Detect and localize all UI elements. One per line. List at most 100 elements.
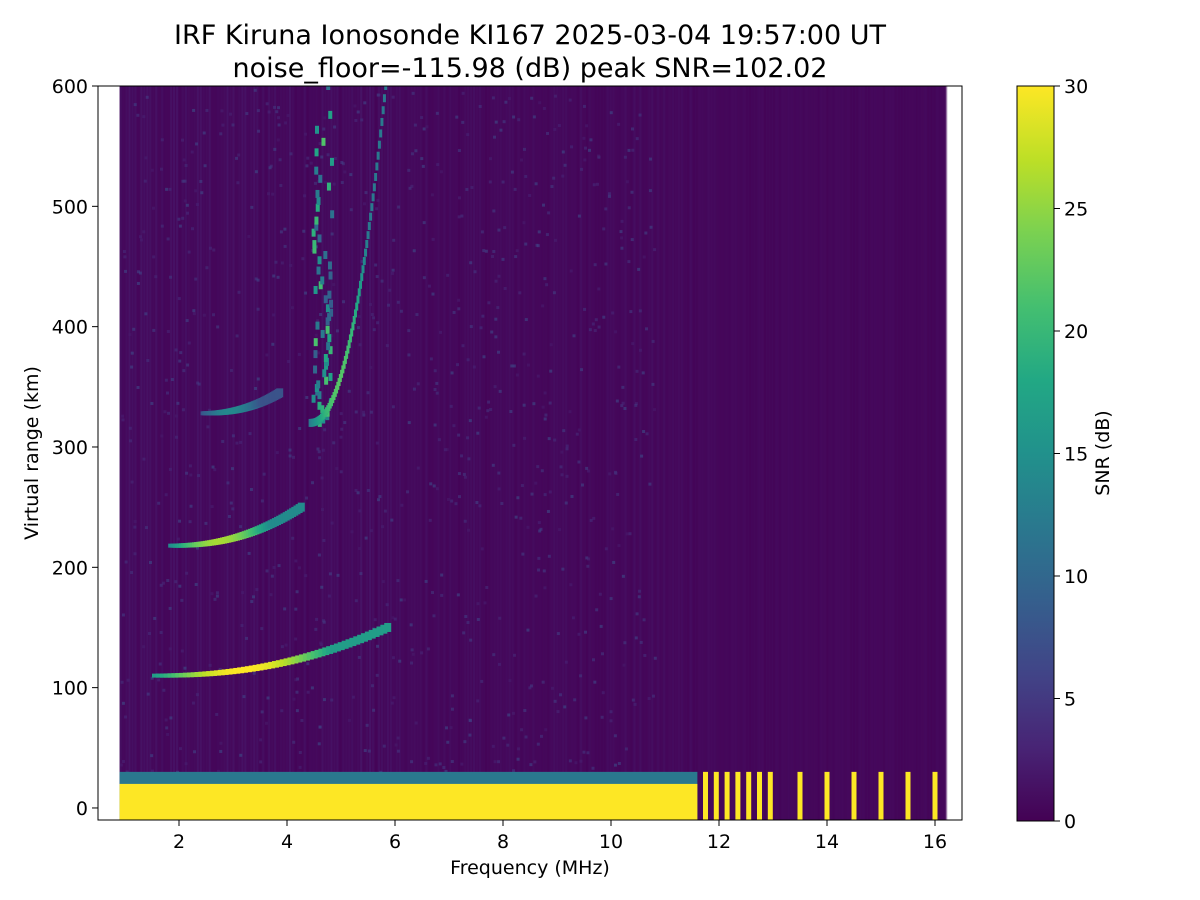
noise-speck [614, 330, 618, 334]
noise-speck [491, 96, 495, 100]
noise-speck [227, 514, 231, 518]
noise-speck [446, 273, 450, 277]
noise-speck [339, 412, 343, 416]
noise-speck [245, 636, 249, 640]
noise-speck [526, 525, 530, 529]
noise-column [452, 86, 455, 820]
noise-speck [593, 680, 597, 684]
noise-speck [314, 333, 318, 337]
trace-cell [374, 172, 378, 181]
noise-speck [543, 391, 547, 395]
noise-speck [323, 428, 327, 432]
noise-column [208, 86, 211, 820]
noise-speck [199, 179, 203, 183]
noise-speck [538, 529, 542, 533]
noise-column [764, 86, 767, 820]
noise-speck [449, 404, 453, 408]
noise-speck [191, 227, 195, 231]
noise-speck [514, 255, 518, 259]
noise-column [761, 86, 764, 820]
noise-column [862, 86, 865, 820]
noise-column [630, 86, 633, 820]
trace-cell [315, 203, 320, 212]
noise-speck [304, 132, 308, 136]
noise-column [894, 86, 897, 820]
noise-speck [178, 359, 182, 363]
noise-speck [609, 597, 613, 601]
noise-speck [583, 307, 587, 311]
noise-column [808, 86, 811, 820]
noise-speck [229, 501, 233, 505]
noise-column [835, 86, 838, 820]
noise-speck [634, 438, 638, 442]
noise-speck [294, 678, 298, 682]
noise-column [333, 86, 336, 820]
noise-speck [550, 185, 554, 189]
noise-speck [354, 118, 358, 122]
noise-speck [142, 457, 146, 461]
noise-speck [616, 492, 620, 496]
noise-speck [394, 743, 398, 747]
trace-cell [268, 661, 276, 669]
noise-speck [627, 260, 631, 264]
interference-line [767, 771, 773, 820]
trace-cell [323, 354, 328, 363]
noise-speck [604, 262, 608, 266]
noise-speck [407, 168, 411, 172]
noise-column [300, 86, 303, 820]
noise-column [372, 86, 375, 820]
noise-speck [182, 158, 186, 162]
noise-speck [277, 123, 281, 127]
noise-speck [543, 586, 547, 590]
noise-column [407, 86, 410, 820]
trace-cell [321, 137, 326, 146]
trace-cell [186, 672, 194, 678]
noise-column [481, 86, 484, 820]
noise-speck [164, 378, 168, 382]
noise-speck [319, 312, 323, 316]
noise-speck [591, 658, 595, 662]
noise-speck [412, 387, 416, 391]
noise-speck [280, 645, 284, 649]
noise-speck [239, 753, 243, 757]
noise-column [781, 86, 784, 820]
noise-speck [174, 348, 178, 352]
trace-cell [241, 666, 249, 673]
noise-speck [435, 381, 439, 385]
noise-speck [359, 572, 363, 576]
noise-speck [463, 475, 467, 479]
trace-cell [371, 193, 375, 202]
interference-line [797, 771, 803, 820]
noise-column [484, 86, 487, 820]
noise-speck [548, 490, 552, 494]
noise-speck [455, 115, 459, 119]
trace-cell [311, 228, 316, 237]
noise-speck [579, 674, 583, 678]
noise-speck [620, 219, 624, 223]
noise-speck [195, 546, 199, 550]
noise-column [927, 86, 930, 820]
noise-column [122, 86, 125, 820]
noise-speck [332, 182, 336, 186]
noise-speck [320, 585, 324, 589]
noise-speck [219, 132, 223, 136]
noise-speck [121, 414, 125, 418]
noise-speck [396, 749, 400, 753]
noise-speck [642, 255, 646, 259]
noise-speck [349, 208, 353, 212]
noise-speck [497, 471, 501, 475]
noise-column [389, 86, 392, 820]
trace-cell [326, 182, 331, 191]
interference-line [824, 771, 830, 820]
noise-speck [497, 662, 501, 666]
noise-column [155, 86, 158, 820]
noise-speck [512, 364, 516, 368]
noise-column [428, 86, 431, 820]
noise-speck [498, 616, 502, 620]
noise-speck [215, 591, 219, 595]
noise-column [856, 86, 859, 820]
noise-speck [537, 521, 541, 525]
noise-column [859, 86, 862, 820]
noise-column [511, 86, 514, 820]
